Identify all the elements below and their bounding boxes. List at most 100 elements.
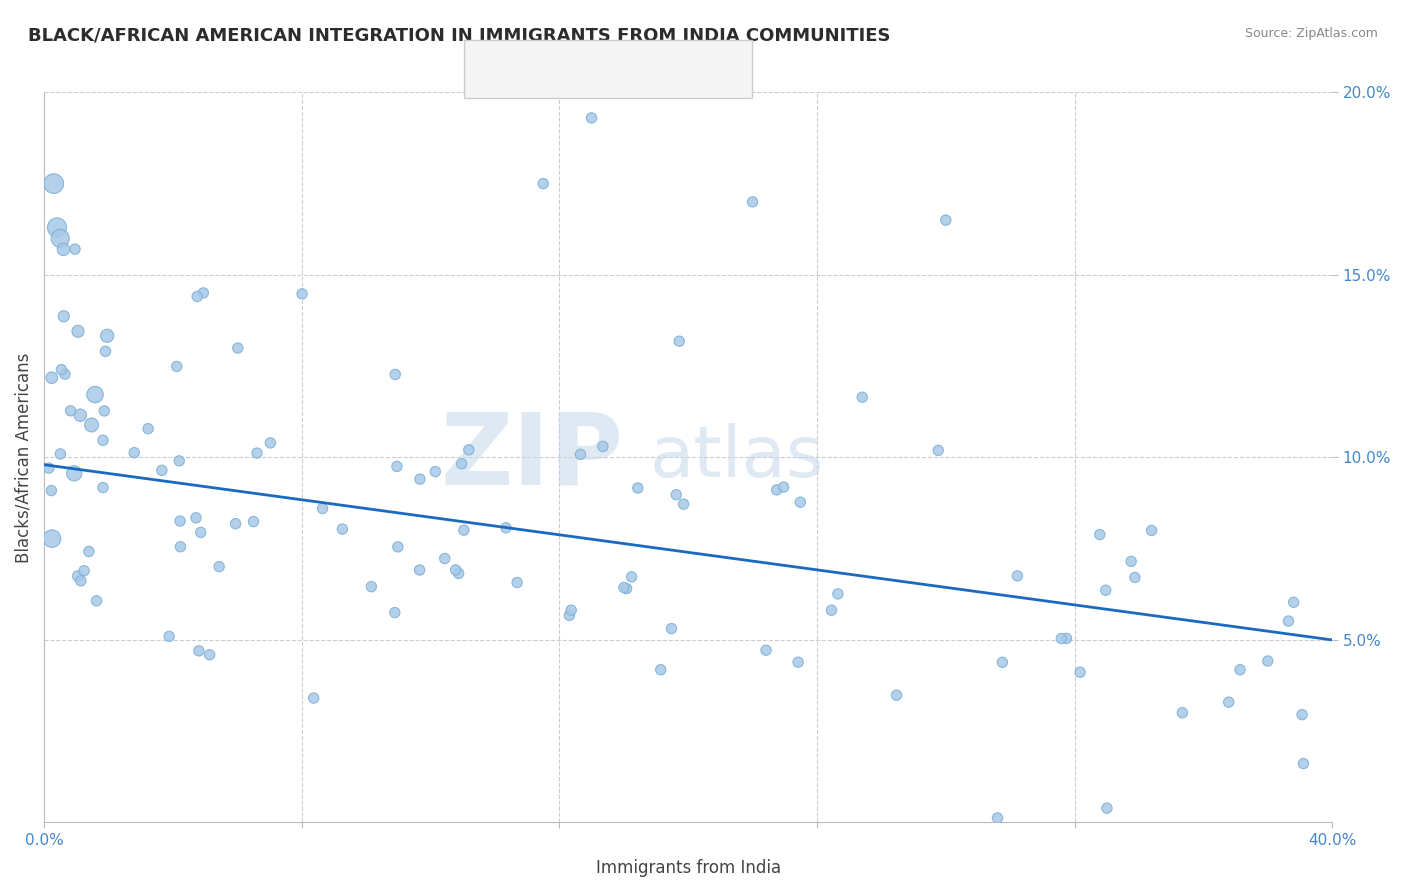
Point — [198, 648, 221, 662]
Point — [408, 563, 430, 577]
Point — [384, 368, 406, 382]
Point — [66, 569, 89, 583]
Point — [772, 480, 794, 494]
Point — [409, 472, 432, 486]
Text: BLACK/AFRICAN AMERICAN INTEGRATION IN IMMIGRANTS FROM INDIA COMMUNITIES: BLACK/AFRICAN AMERICAN INTEGRATION IN IM… — [28, 27, 890, 45]
Point — [1140, 524, 1163, 538]
Point — [650, 663, 672, 677]
Point — [1229, 663, 1251, 677]
Point — [613, 581, 636, 595]
Point — [827, 587, 849, 601]
Point — [592, 440, 614, 454]
Point — [495, 521, 517, 535]
Point — [384, 606, 406, 620]
Point — [332, 522, 354, 536]
Point — [927, 443, 949, 458]
Point — [166, 359, 188, 374]
X-axis label: Immigrants from India: Immigrants from India — [596, 859, 780, 877]
Point — [558, 608, 581, 623]
Point — [86, 594, 108, 608]
Point — [560, 603, 582, 617]
Point — [425, 465, 447, 479]
Point — [1050, 632, 1073, 646]
Point — [190, 525, 212, 540]
Point — [59, 404, 82, 418]
Point — [150, 463, 173, 477]
Point — [616, 582, 638, 596]
Point — [52, 243, 75, 257]
Y-axis label: Blacks/African Americans: Blacks/African Americans — [15, 352, 32, 563]
Point — [1123, 570, 1146, 584]
Point — [433, 551, 456, 566]
Point — [741, 194, 763, 209]
Point — [935, 213, 957, 227]
Point — [66, 324, 89, 338]
Point — [63, 467, 86, 481]
Point — [531, 177, 554, 191]
Point — [668, 334, 690, 349]
Text: atlas: atlas — [650, 423, 824, 491]
Point — [38, 461, 60, 475]
Point — [453, 523, 475, 537]
Point — [1007, 569, 1029, 583]
Point — [1292, 756, 1315, 771]
Point — [886, 688, 908, 702]
Point — [851, 390, 873, 404]
Point — [167, 454, 190, 468]
Point — [1056, 632, 1078, 646]
Point — [169, 540, 191, 554]
Point — [765, 483, 787, 497]
Point — [96, 328, 118, 343]
Point — [41, 532, 63, 546]
Point — [49, 447, 72, 461]
Point — [49, 231, 72, 245]
Point — [1282, 595, 1305, 609]
Text: N =: N = — [621, 60, 665, 78]
Point — [41, 483, 63, 498]
Point — [94, 344, 117, 359]
Point — [84, 387, 107, 401]
Point — [581, 111, 603, 125]
Text: R =: R = — [496, 60, 538, 78]
Point — [1171, 706, 1194, 720]
Point — [506, 575, 529, 590]
Text: ZIP: ZIP — [441, 409, 624, 506]
Point — [986, 811, 1008, 825]
Point — [1291, 707, 1313, 722]
Point — [444, 563, 467, 577]
Point — [1088, 527, 1111, 541]
Point — [789, 495, 811, 509]
Point — [360, 580, 382, 594]
Point — [820, 603, 842, 617]
Point — [242, 515, 264, 529]
Point — [169, 514, 191, 528]
Point — [187, 644, 209, 658]
Point — [63, 242, 86, 256]
Point — [259, 436, 281, 450]
Point — [1069, 665, 1091, 680]
Point — [246, 446, 269, 460]
Point — [1094, 583, 1116, 598]
Point — [69, 408, 91, 422]
Text: -0.272: -0.272 — [548, 60, 612, 78]
Point — [387, 540, 409, 554]
Point — [991, 655, 1014, 669]
Point — [52, 310, 75, 324]
Point — [46, 220, 69, 235]
Point — [1277, 614, 1299, 628]
Point — [787, 655, 810, 669]
Point — [665, 488, 688, 502]
Point — [1121, 554, 1143, 568]
Point — [184, 511, 207, 525]
Point — [291, 286, 314, 301]
Point — [450, 457, 472, 471]
Point — [93, 404, 115, 418]
Point — [77, 544, 100, 558]
Point — [620, 570, 643, 584]
Point — [661, 622, 683, 636]
Point — [193, 285, 215, 300]
Point — [136, 422, 159, 436]
Point — [73, 564, 96, 578]
Point — [457, 442, 479, 457]
Point — [91, 434, 114, 448]
